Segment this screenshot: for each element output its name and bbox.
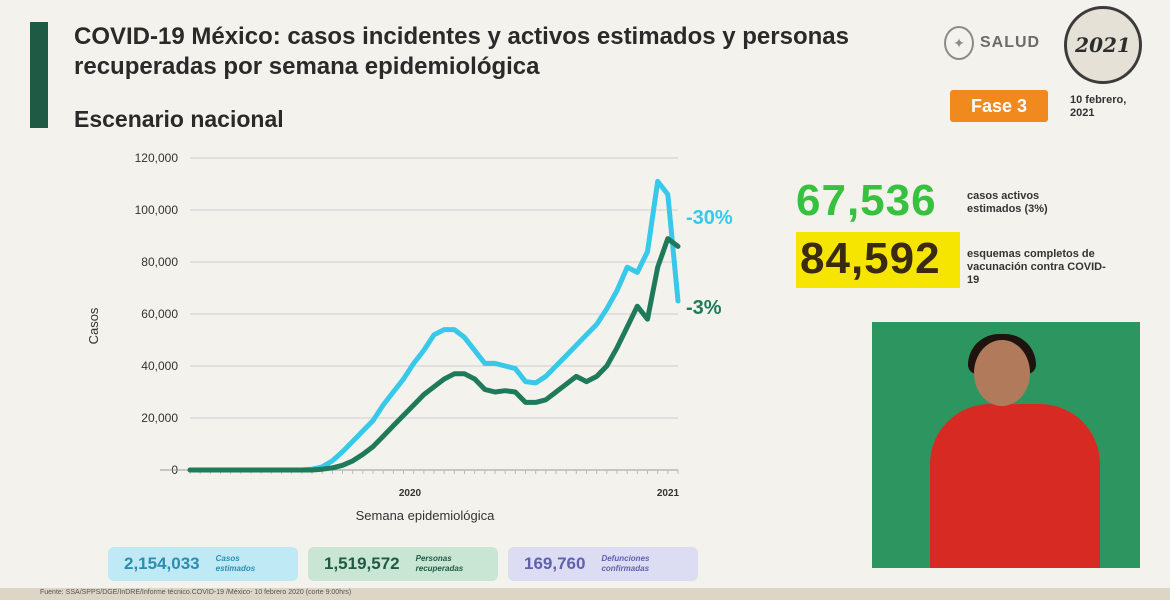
y-tick-label: 40,000 <box>141 359 178 373</box>
active-cases-label: casos activos estimados (3%) <box>967 190 1048 215</box>
phase-badge: Fase 3 <box>950 90 1048 122</box>
recovered-change-annotation: -3% <box>686 297 722 319</box>
covid-line-chart: Casos Semana epidemiológica 2020 2021 -3… <box>86 151 733 523</box>
eagle-seal-icon: ✦ <box>944 26 974 60</box>
year-label-2021: 2021 <box>657 488 680 499</box>
y-tick-label: 100,000 <box>135 203 179 217</box>
vaccination-highlight <box>796 232 960 288</box>
source-note: Fuente: SSA/SPPS/DGE/InDRE/Informe técni… <box>40 589 352 596</box>
accent-bar <box>30 22 48 128</box>
deaths-pill: 169,760 Defunciones confirmadas <box>508 547 698 581</box>
salud-logo: ✦ SALUD <box>944 26 1040 60</box>
sign-language-interpreter-video <box>872 322 1140 568</box>
estimated-change-annotation: -30% <box>686 207 733 229</box>
estimated-cases-pill: 2,154,033 Casos estimados <box>108 547 298 581</box>
year-label-2020: 2020 <box>399 488 422 499</box>
footer-strip <box>0 588 1170 600</box>
y-tick-label: 120,000 <box>135 151 179 165</box>
y-axis-label: Casos <box>86 307 101 344</box>
vaccination-value: 84,592 <box>800 234 941 283</box>
page-subtitle: Escenario nacional <box>74 106 284 132</box>
interpreter-head <box>974 340 1030 406</box>
vaccination-label: esquemas completos de vacunación contra … <box>967 248 1106 286</box>
page-title: COVID-19 México: casos incidentes y acti… <box>74 23 849 80</box>
y-tick-label: 80,000 <box>141 255 178 269</box>
estimated-cases-line <box>187 178 681 473</box>
y-tick-label: 60,000 <box>141 307 178 321</box>
recovered-pill: 1,519,572 Personas recuperadas <box>308 547 498 581</box>
active-cases-value: 67,536 <box>796 176 937 225</box>
mexico-2021-logo: 2021 <box>1064 6 1142 84</box>
x-axis-label: Semana epidemiológica <box>356 508 496 523</box>
recovered-line <box>187 236 681 473</box>
interpreter-body <box>930 404 1100 568</box>
y-tick-label: 20,000 <box>141 411 178 425</box>
report-date: 10 febrero, 2021 <box>1070 94 1127 119</box>
